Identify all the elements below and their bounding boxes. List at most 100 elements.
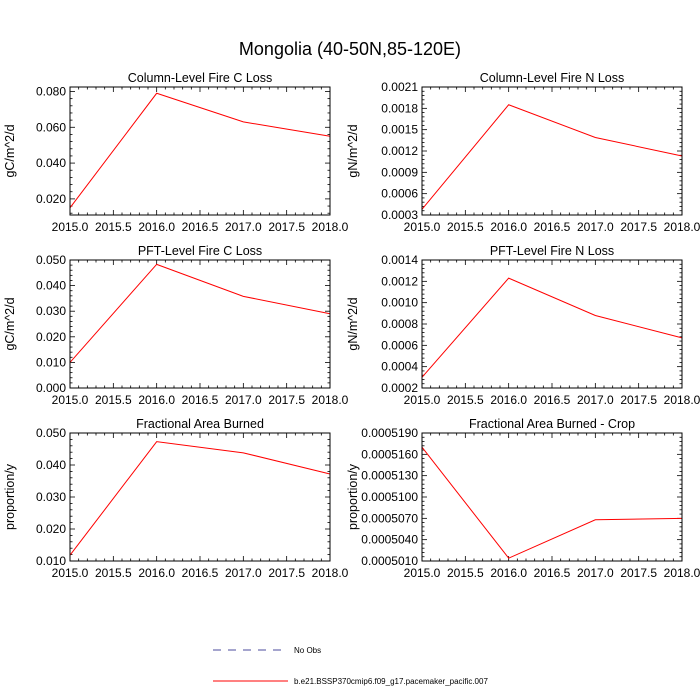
y-tick-label: 0.050 (36, 253, 66, 267)
y-tick-label: 0.0005130 (361, 469, 418, 483)
panel-3: PFT-Level Fire C Loss 2015.0 2015.5 2016.0 2… (3, 244, 349, 407)
y-tick-label: 0.0005070 (361, 511, 418, 525)
x-tick-label: 2016.0 (138, 393, 175, 407)
x-tick-label: 2018.0 (312, 566, 349, 580)
series-line (421, 446, 683, 559)
x-tick-label: 2015.5 (447, 220, 484, 234)
y-tick-label: 0.030 (36, 304, 66, 318)
y-tick-label: 0.0010 (381, 296, 418, 310)
panel-1: Column-Level Fire C Loss 2015.0 2015.5 2016… (3, 71, 349, 234)
y-tick-label: 0.040 (36, 458, 66, 472)
y-tick-label: 0.0008 (381, 317, 418, 331)
y-tick-label: 0.0009 (381, 165, 418, 179)
plot-frame (421, 86, 683, 216)
y-tick-label: 0.0012 (381, 274, 418, 288)
plot-frame (69, 259, 331, 389)
x-tick-label: 2016.0 (490, 566, 527, 580)
plot-frame (69, 86, 331, 216)
x-tick-label: 2015.5 (95, 393, 132, 407)
figure-title: Mongolia (40-50N,85-120E) (239, 39, 461, 59)
x-tick-label: 2017.5 (268, 566, 305, 580)
x-tick-label: 2017.5 (268, 220, 305, 234)
y-tick-label: 0.040 (36, 156, 66, 170)
legend-model-label: b.e21.BSSP370cmip6.f09_g17.pacemaker_pac… (294, 677, 488, 686)
x-tick-label: 2017.0 (225, 566, 262, 580)
x-tick-label: 2016.0 (138, 220, 175, 234)
series-line (421, 104, 683, 210)
x-tick-label: 2018.0 (664, 220, 700, 234)
x-tick-label: 2016.0 (138, 566, 175, 580)
x-tick-label: 2015.0 (404, 566, 441, 580)
panel-4: PFT-Level Fire N Loss 2015.0 2015.5 2016.0 2… (346, 244, 700, 407)
y-tick-label: 0.0005040 (361, 533, 418, 547)
x-tick-label: 2018.0 (664, 566, 700, 580)
x-tick-label: 2016.0 (490, 393, 527, 407)
x-tick-label: 2017.0 (577, 393, 614, 407)
y-tick-label: 0.040 (36, 279, 66, 293)
y-tick-label: 0.0003 (381, 208, 418, 222)
x-tick-label: 2016.5 (182, 393, 219, 407)
y-tick-label: 0.010 (36, 554, 66, 568)
y-tick-label: 0.0014 (381, 253, 418, 267)
legend-obs-label: No Obs (294, 646, 321, 655)
series-line (69, 441, 331, 556)
y-tick-label: 0.0005190 (361, 426, 418, 440)
y-tick-label: 0.0002 (381, 381, 418, 395)
y-axis-label: gN/m^2/d (346, 124, 360, 177)
x-tick-label: 2017.0 (225, 220, 262, 234)
legend: No Obs b.e21.BSSP370cmip6.f09_g17.pacema… (213, 646, 488, 686)
panel-6: Fractional Area Burned - Crop 2015.0 2015.… (346, 417, 700, 580)
x-tick-label: 2018.0 (312, 220, 349, 234)
x-tick-label: 2016.5 (182, 566, 219, 580)
panel-title: Fractional Area Burned (136, 417, 264, 431)
x-tick-label: 2015.0 (52, 566, 89, 580)
x-tick-label: 2018.0 (312, 393, 349, 407)
x-tick-label: 2015.0 (52, 220, 89, 234)
y-tick-label: 0.000 (36, 381, 66, 395)
y-tick-label: 0.030 (36, 490, 66, 504)
x-tick-label: 2016.5 (534, 220, 571, 234)
x-tick-label: 2016.0 (490, 220, 527, 234)
panel-2: Column-Level Fire N Loss 2015.0 2015.5 2016… (346, 71, 700, 234)
x-tick-label: 2017.5 (620, 220, 657, 234)
plot-frame (421, 432, 683, 562)
series-line (69, 92, 331, 209)
plot-frame (421, 259, 683, 389)
y-tick-label: 0.0005100 (361, 490, 418, 504)
series-line (69, 263, 331, 363)
panel-title: Column-Level Fire C Loss (128, 71, 273, 85)
panel-5: Fractional Area Burned 2015.0 2015.5 2016.0… (3, 417, 349, 580)
y-tick-label: 0.010 (36, 355, 66, 369)
x-tick-label: 2015.5 (447, 566, 484, 580)
x-tick-label: 2017.5 (620, 393, 657, 407)
y-tick-label: 0.0018 (381, 101, 418, 115)
series-line (421, 277, 683, 378)
y-tick-label: 0.0004 (381, 360, 418, 374)
plot-frame (69, 432, 331, 562)
y-tick-label: 0.020 (36, 192, 66, 206)
x-tick-label: 2015.0 (404, 220, 441, 234)
y-tick-label: 0.0006 (381, 187, 418, 201)
x-tick-label: 2017.5 (268, 393, 305, 407)
y-axis-label: gC/m^2/d (3, 297, 17, 350)
y-tick-label: 0.0015 (381, 123, 418, 137)
y-tick-label: 0.020 (36, 522, 66, 536)
x-tick-label: 2017.0 (577, 566, 614, 580)
x-tick-label: 2017.0 (577, 220, 614, 234)
x-tick-label: 2015.0 (404, 393, 441, 407)
x-tick-label: 2016.5 (182, 220, 219, 234)
y-tick-label: 0.0005010 (361, 554, 418, 568)
y-axis-label: gN/m^2/d (346, 297, 360, 350)
y-axis-label: proportion/y (346, 463, 360, 530)
y-tick-label: 0.0006 (381, 338, 418, 352)
x-tick-label: 2017.5 (620, 566, 657, 580)
panel-title: Fractional Area Burned - Crop (469, 417, 635, 431)
x-tick-label: 2017.0 (225, 393, 262, 407)
panel-title: PFT-Level Fire N Loss (490, 244, 614, 258)
x-tick-label: 2018.0 (664, 393, 700, 407)
y-axis-label: gC/m^2/d (3, 124, 17, 177)
x-tick-label: 2016.5 (534, 393, 571, 407)
panels: Column-Level Fire C Loss 2015.0 2015.5 2016… (3, 71, 700, 580)
x-tick-label: 2015.5 (95, 566, 132, 580)
